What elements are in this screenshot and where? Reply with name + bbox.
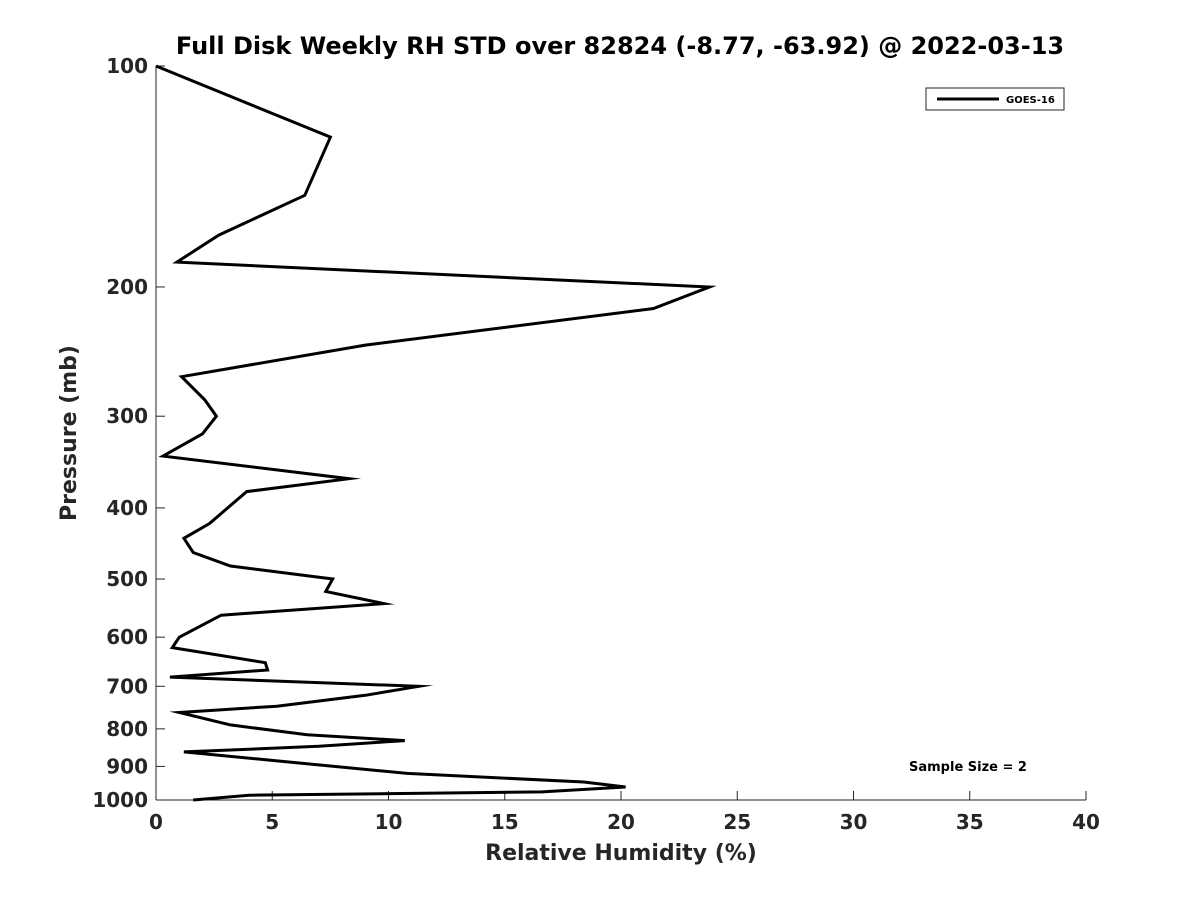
- x-tick-label: 25: [723, 810, 751, 834]
- y-tick-label: 700: [106, 674, 148, 698]
- series-line-0: [155, 64, 717, 802]
- legend-label: GOES-16: [1006, 95, 1055, 106]
- axes: [155, 66, 1086, 801]
- x-tick-label: 30: [840, 810, 868, 834]
- sample-size-annotation: Sample Size = 2: [909, 760, 1027, 775]
- x-tick-label: 5: [265, 810, 279, 834]
- x-tick-label: 15: [491, 810, 519, 834]
- series-layer: [155, 64, 717, 802]
- legend: GOES-16: [925, 87, 1065, 111]
- x-tick-label: 0: [149, 810, 163, 834]
- x-ticks: 0 5 10 15 20 25 30 35 40: [149, 791, 1100, 834]
- y-tick-label: 800: [106, 717, 148, 741]
- x-tick-label: 10: [375, 810, 403, 834]
- x-tick-label: 40: [1072, 810, 1100, 834]
- y-ticks: 100 200 300 400 500 600 700 800 900 1000: [92, 54, 165, 812]
- y-axis-label: Pressure (mb): [57, 345, 82, 521]
- y-tick-label: 900: [106, 754, 148, 778]
- x-tick-label: 35: [956, 810, 984, 834]
- chart-title: Full Disk Weekly RH STD over 82824 (-8.7…: [176, 32, 1064, 60]
- y-tick-label: 200: [106, 275, 148, 299]
- y-tick-label: 600: [106, 625, 148, 649]
- y-tick-label: 500: [106, 567, 148, 591]
- y-tick-label: 100: [106, 54, 148, 78]
- x-tick-label: 20: [607, 810, 635, 834]
- y-tick-label: 300: [106, 404, 148, 428]
- x-axis-label: Relative Humidity (%): [485, 841, 757, 866]
- y-tick-label: 1000: [92, 788, 148, 812]
- y-tick-label: 400: [106, 496, 148, 520]
